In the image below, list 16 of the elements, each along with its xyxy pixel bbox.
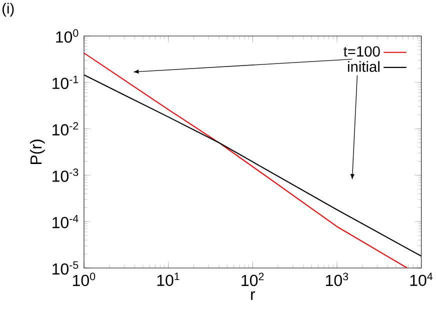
y-tick-label: 10$^{-2}$ [52,122,78,136]
y-axis-title: P(r) [30,140,45,164]
text: (i) [2,2,14,17]
x-tick-label: 10$^{3}$ [326,272,348,286]
y-tick-label: 10$^{-5}$ [52,261,78,275]
x-tick-label: 10$^{1}$ [157,272,180,286]
y-tick-label: 10$^{-3}$ [52,168,78,182]
x-tick-label: 10$^{4}$ [410,272,433,286]
y-tick-label: 10$^{-4}$ [52,214,78,228]
legend-label: t=100 [344,46,380,57]
x-tick-label: 10$^{0}$ [73,272,96,286]
x-axis-title: r [251,291,256,300]
y-tick-label: 10$^{0}$ [56,29,78,43]
y-tick-label: 10$^{-1}$ [52,76,78,90]
x-tick-label: 10$^{2}$ [242,272,264,286]
legend-label: initial [348,61,380,72]
